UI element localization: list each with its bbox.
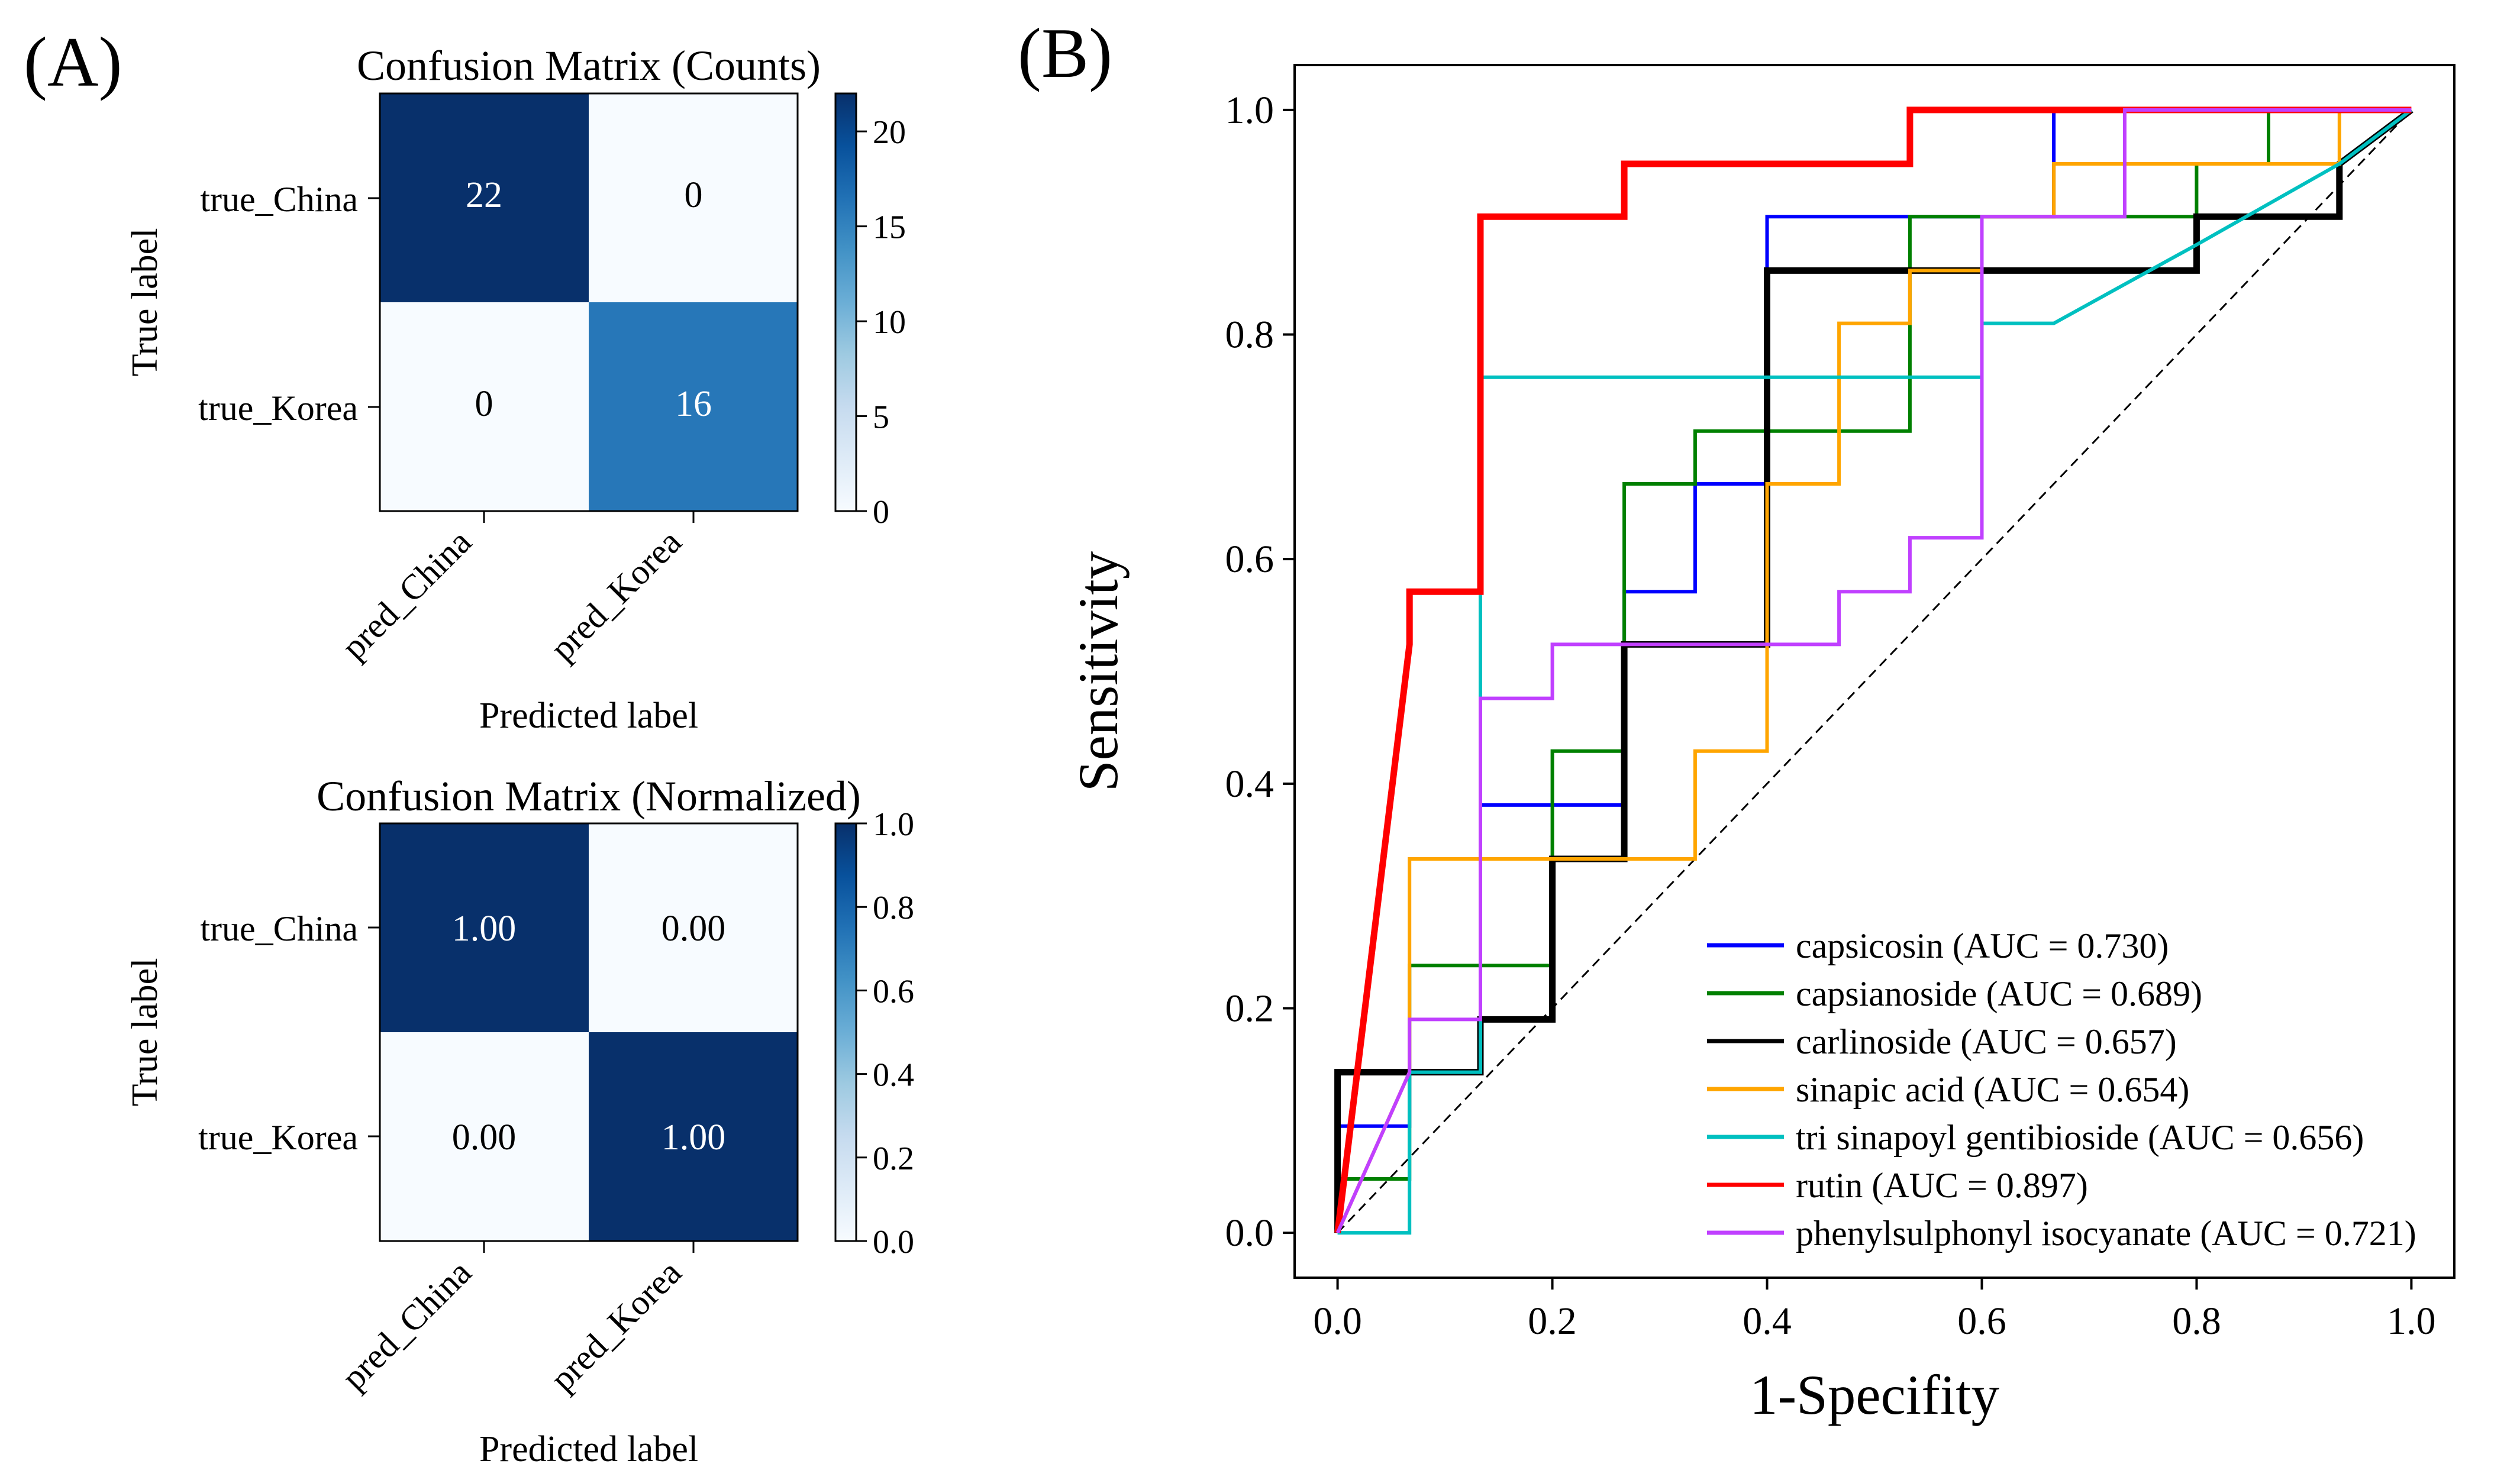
- cm1-frame: [379, 92, 799, 512]
- roc-series-group: [1334, 106, 2413, 1235]
- cm1-cell-0-1: [589, 93, 798, 302]
- cm2-cell-text-0-1: 0.00: [662, 909, 726, 949]
- cm2-xlabel: Predicted label: [479, 1429, 698, 1469]
- cm2-cell-text-0-0: 1.00: [452, 909, 517, 949]
- cm1-colorbar-ticks: 0 5 10 15 20: [856, 114, 906, 531]
- roc-legend-label-2: carlinoside (AUC = 0.657): [1796, 1022, 2177, 1061]
- cm1-cbar-tick-label-2: 10: [873, 304, 906, 341]
- roc-xtick-label-0: 0.0: [1313, 1300, 1362, 1343]
- roc-legend-label-6: phenylsulphonyl isocyanate (AUC = 0.721): [1796, 1214, 2416, 1253]
- roc-frame: [1293, 64, 2456, 1279]
- cm1-cell-1-0: [380, 302, 589, 511]
- roc-xtick-label-2: 0.4: [1743, 1300, 1792, 1343]
- cm1-xtick-label-1: pred_Korea: [543, 522, 689, 668]
- roc-ylabel: Sensitivity: [1067, 551, 1130, 791]
- roc-reference-line: [1337, 109, 2412, 1234]
- roc-ytick-label-0: 0.0: [1225, 1211, 1274, 1255]
- roc-xtick-label-5: 1.0: [2387, 1300, 2436, 1343]
- roc-y-ticks: 0.0 0.2 0.4 0.6 0.8 1.0: [1225, 89, 1295, 1255]
- cm2-cell-text-1-1: 1.00: [662, 1117, 726, 1158]
- cm2-cbar-tick-label-4: 0.8: [873, 890, 914, 926]
- cm1-xtick-label-0: pred_China: [334, 522, 479, 667]
- cm2-cbar-tick-label-1: 0.2: [873, 1140, 914, 1177]
- cm1-xlabel: Predicted label: [479, 696, 698, 736]
- cm2-xtick-label-1: pred_Korea: [543, 1253, 689, 1399]
- roc-ytick-label-2: 0.4: [1225, 762, 1274, 806]
- cm2-colorbar-ticks: 0.0 0.2 0.4 0.6 0.8 1.0: [856, 806, 914, 1261]
- cm2-cell-1-0: [380, 1032, 589, 1241]
- cm2-ylabel: True label: [125, 958, 165, 1107]
- cm2-colorbar: [834, 822, 857, 1242]
- cm2-title: Confusion Matrix (Normalized): [317, 773, 861, 820]
- cm1-title: Confusion Matrix (Counts): [357, 42, 821, 89]
- cm2-xtick-label-0: pred_China: [334, 1253, 479, 1398]
- roc-ytick-label-1: 0.2: [1225, 987, 1274, 1030]
- confusion-matrix-normalized: Confusion Matrix (Normalized) 1.00 0.00 …: [125, 773, 914, 1469]
- roc-series-line-3: [1335, 108, 2412, 1234]
- cm2-cell-text-1-0: 0.00: [452, 1117, 517, 1158]
- roc-legend: capsicosin (AUC = 0.730) capsianoside (AU…: [1707, 926, 2416, 1253]
- roc-series-line-5: [1334, 106, 2412, 1233]
- cm2-ytick-label-1: true_Korea: [198, 1118, 358, 1157]
- roc-xtick-label-3: 0.6: [1957, 1300, 2006, 1343]
- cm1-cbar-tick-label-3: 15: [873, 209, 906, 246]
- roc-legend-label-1: capsianoside (AUC = 0.689): [1796, 974, 2202, 1013]
- roc-ytick-label-5: 1.0: [1225, 89, 1274, 132]
- roc-xlabel: 1-Specifity: [1750, 1363, 2000, 1426]
- roc-legend-label-5: rutin (AUC = 0.897): [1796, 1166, 2088, 1205]
- cm1-cbar-tick-label-1: 5: [873, 399, 889, 436]
- roc-ytick-label-4: 0.8: [1225, 314, 1274, 357]
- cm1-cell-0-0: [380, 93, 589, 302]
- confusion-matrix-counts: Confusion Matrix (Counts) 22 0 0 16 true…: [125, 42, 906, 736]
- roc-series-line-6: [1335, 108, 2412, 1234]
- roc-legend-label-3: sinapic acid (AUC = 0.654): [1796, 1070, 2189, 1109]
- cm2-cell-1-1: [589, 1032, 798, 1241]
- cm1-cbar-tick-label-0: 0: [873, 494, 889, 531]
- roc-legend-label-0: capsicosin (AUC = 0.730): [1796, 926, 2169, 965]
- cm1-cell-text-1-0: 0: [475, 384, 493, 424]
- cm2-ytick-label-0: true_China: [200, 909, 358, 948]
- cm2-cbar-tick-label-0: 0.0: [873, 1224, 914, 1261]
- roc-legend-label-4: tri sinapoyl gentibioside (AUC = 0.656): [1796, 1118, 2364, 1157]
- cm1-cell-text-0-0: 22: [466, 175, 502, 215]
- cm2-frame: [379, 822, 799, 1242]
- cm1-cbar-tick-label-4: 20: [873, 114, 906, 151]
- cm1-ytick-label-1: true_Korea: [198, 389, 358, 428]
- roc-x-ticks: 0.0 0.2 0.4 0.6 0.8 1.0: [1313, 1278, 2436, 1343]
- cm2-cbar-tick-label-3: 0.6: [873, 973, 914, 1010]
- roc-chart: 0.0 0.2 0.4 0.6 0.8 1.0 0.0 0.2 0.4 0.6 0.8 1.0 1-…: [1067, 64, 2456, 1426]
- cm2-cbar-tick-label-2: 0.4: [873, 1057, 914, 1094]
- cm1-cell-text-1-1: 16: [675, 384, 712, 424]
- roc-xtick-label-4: 0.8: [2172, 1300, 2221, 1343]
- cm2-cell-0-0: [380, 823, 589, 1032]
- roc-ytick-label-3: 0.6: [1225, 538, 1274, 581]
- cm1-cell-text-0-1: 0: [685, 175, 703, 215]
- cm1-ylabel: True label: [125, 228, 165, 377]
- panel-b-label: (B): [1018, 14, 1112, 92]
- roc-reference-line-group: [1337, 109, 2412, 1234]
- cm1-ytick-label-0: true_China: [200, 180, 358, 219]
- panel-a-label: (A): [24, 22, 122, 101]
- cm2-cell-0-1: [589, 823, 798, 1032]
- roc-xtick-label-1: 0.2: [1528, 1300, 1577, 1343]
- cm1-cell-1-1: [589, 302, 798, 511]
- cm2-cbar-tick-label-5: 1.0: [873, 806, 914, 843]
- cm1-colorbar: [834, 92, 857, 512]
